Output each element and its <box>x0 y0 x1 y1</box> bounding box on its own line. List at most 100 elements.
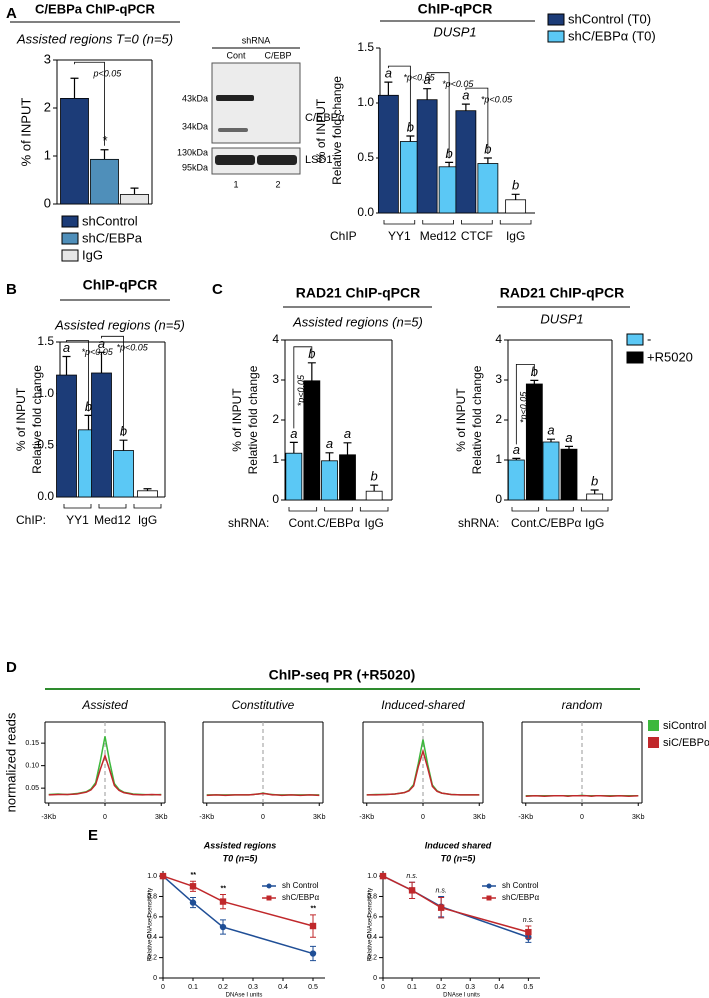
x-tick-label: YY1 <box>388 229 411 243</box>
y-axis-label: % of INPUT <box>14 387 28 451</box>
significance-bracket <box>387 65 411 132</box>
error-bar <box>384 81 393 96</box>
x-tick-label: 0.2 <box>218 984 228 991</box>
legend-label: shC/EBPα <box>282 893 319 902</box>
significance-label: ** <box>190 872 196 879</box>
significance-bracket <box>515 364 535 445</box>
point <box>266 883 272 889</box>
significance-bracket <box>465 87 489 154</box>
significance-label: *p<0.05 <box>403 72 435 82</box>
legend-label: +R5020 <box>647 349 693 364</box>
bar-annotation: b <box>512 178 519 193</box>
x-tick-label: 0.1 <box>407 984 417 991</box>
category-bracket <box>499 220 532 225</box>
x-tick-label: IgG <box>506 229 525 243</box>
y-tick-label: 4 <box>272 332 279 346</box>
blot-lane: Cont <box>226 50 246 60</box>
blot-protein: LSD1 <box>305 154 333 166</box>
error-bar <box>307 362 316 381</box>
bar-annotation: b <box>371 469 378 484</box>
y-tick-label: 0.10 <box>25 762 39 769</box>
y-tick-label: 0.8 <box>367 893 377 900</box>
series-line <box>162 875 314 955</box>
x-tick-label: 0.5 <box>308 984 318 991</box>
category-bracket <box>580 507 609 512</box>
chart-title: RAD21 ChIP-qPCR <box>500 285 624 301</box>
category-bracket <box>546 507 574 512</box>
chart-title: ChIP-seq PR (+R5020) <box>269 667 416 683</box>
y-axis-label: Relative fold change <box>470 365 484 474</box>
category-bracket <box>288 507 318 512</box>
bar-annotation: a <box>462 88 469 103</box>
legend-swatch <box>61 215 79 228</box>
y-tick-label: 1.0 <box>367 873 377 880</box>
bar <box>113 450 134 498</box>
x-tick-label: 0.5 <box>524 984 534 991</box>
legend-swatch <box>547 13 565 26</box>
error-bar <box>143 488 152 491</box>
error-bar <box>406 135 415 142</box>
error-bar <box>483 157 492 164</box>
point <box>309 950 317 957</box>
bar <box>91 372 112 498</box>
y-tick-label: 3 <box>495 372 502 386</box>
chart-subtitle: DUSP1 <box>540 311 583 326</box>
bar <box>525 383 543 501</box>
chart-title: Induced shared <box>425 840 492 850</box>
point <box>189 883 197 890</box>
western-blot: shRNA Cont C/EBP 43kDa 34kDa 130kDa 95kD… <box>177 35 345 189</box>
x-tick-label: IgG <box>138 513 157 527</box>
bar <box>60 98 89 205</box>
point <box>437 904 445 911</box>
chart-title: RAD21 ChIP-qPCR <box>296 285 420 301</box>
y-tick-label: 2 <box>272 412 279 426</box>
bar-annotation: a <box>63 340 70 355</box>
error-bar <box>461 103 470 111</box>
chart-title: T0 (n=5) <box>223 853 258 863</box>
blot-band <box>257 155 297 165</box>
legend-label: shControl (T0) <box>568 11 651 26</box>
bar <box>303 380 321 501</box>
x-tick-label: 0 <box>261 814 265 821</box>
x-tick-label: 0 <box>580 814 584 821</box>
bar <box>455 110 477 214</box>
x-axis-label: ChIP: <box>16 513 46 527</box>
point <box>408 887 416 894</box>
series-line <box>206 792 320 797</box>
x-tick-label: 3Kb <box>313 814 326 821</box>
y-tick-label: 0 <box>495 492 502 506</box>
category-bracket <box>422 220 454 225</box>
bar <box>477 163 499 214</box>
bar <box>285 452 303 501</box>
y-tick-label: 3 <box>272 372 279 386</box>
y-tick-label: 1.0 <box>147 873 157 880</box>
point <box>525 928 532 936</box>
category-bracket <box>383 220 416 225</box>
y-tick-label: 0.2 <box>367 954 377 961</box>
series-line <box>162 875 314 927</box>
bar-annotation: a <box>565 430 572 445</box>
bar <box>377 94 399 214</box>
blot-membrane <box>211 62 301 144</box>
series-line <box>382 875 529 933</box>
bar-annotation: a <box>290 426 297 441</box>
x-tick-label: Cont. <box>511 516 540 530</box>
y-tick-label: 1.5 <box>357 40 374 54</box>
x-tick-label: Med12 <box>420 229 457 243</box>
error-bar <box>130 187 139 195</box>
significance-label: *p<0.05 <box>442 79 474 89</box>
significance-bracket <box>74 61 105 146</box>
blot-marker: 95kDa <box>182 162 208 172</box>
error-bar <box>565 445 573 450</box>
point <box>266 895 272 901</box>
significance-label: *p<0.05 <box>481 94 513 104</box>
legend-swatch <box>648 720 659 731</box>
blot-marker: 34kDa <box>182 121 208 131</box>
blot-header: shRNA <box>242 35 271 45</box>
x-tick-label: C/EBPα <box>539 516 582 530</box>
x-tick-label: 3Kb <box>632 814 645 821</box>
legend-label: shC/EBPα (T0) <box>568 28 656 43</box>
significance-label: *p<0.05 <box>519 391 529 423</box>
point <box>486 883 492 889</box>
y-tick-label: 0 <box>44 195 51 210</box>
